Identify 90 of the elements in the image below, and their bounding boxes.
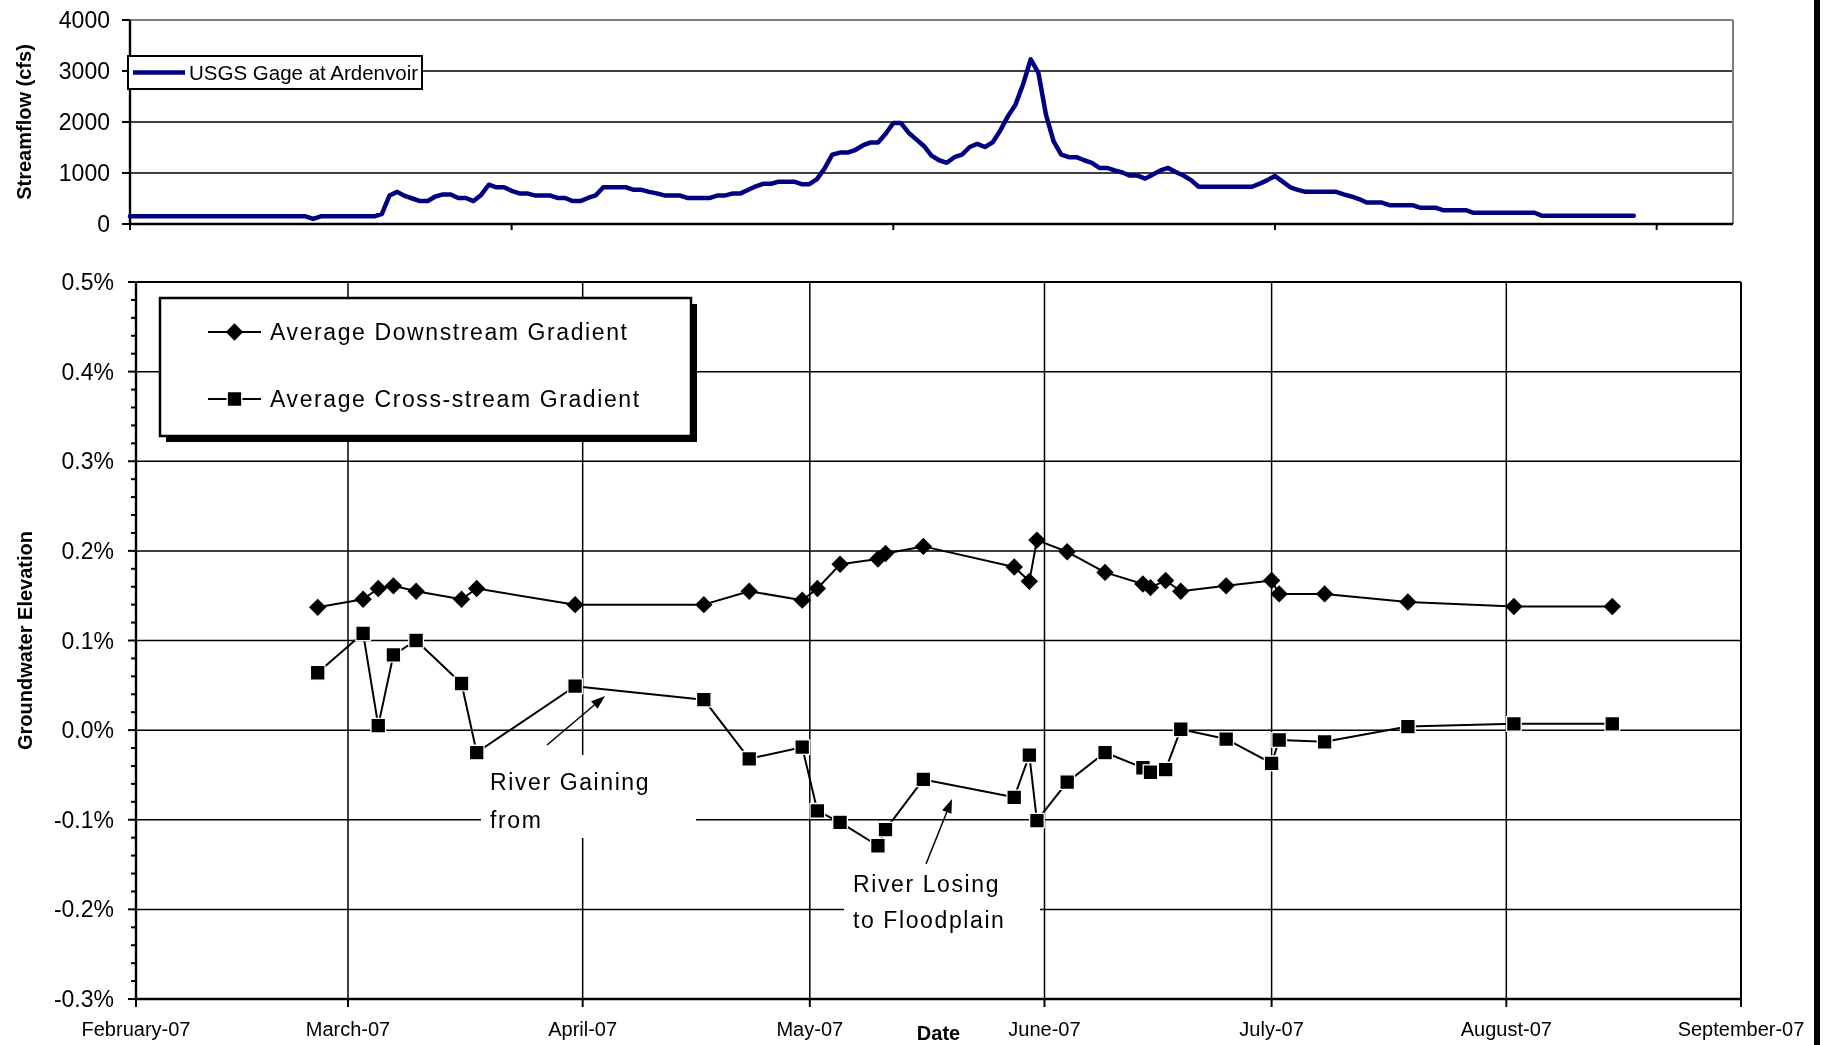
x-tick-label: June-07 bbox=[1008, 1018, 1081, 1040]
x-tick-label: February-07 bbox=[81, 1018, 191, 1040]
point bbox=[1096, 563, 1114, 582]
point bbox=[1316, 733, 1333, 750]
line-series bbox=[127, 57, 1637, 222]
point bbox=[915, 771, 932, 788]
point bbox=[1270, 585, 1288, 603]
point bbox=[1097, 744, 1114, 761]
x-tick-label: May-07 bbox=[776, 1018, 844, 1040]
point bbox=[1271, 732, 1288, 748]
point bbox=[1028, 531, 1046, 549]
point bbox=[309, 664, 326, 681]
y-tick-label: 2000 bbox=[58, 109, 110, 135]
point bbox=[566, 595, 584, 614]
point bbox=[385, 646, 402, 663]
y-tick-label: -0.3% bbox=[53, 986, 114, 1012]
point bbox=[831, 555, 849, 574]
point bbox=[467, 579, 486, 598]
point bbox=[407, 582, 425, 600]
point bbox=[914, 537, 933, 556]
point bbox=[1021, 747, 1038, 764]
y-tick-label: 0.4% bbox=[61, 358, 114, 385]
annotation: River Losing to Floodplain bbox=[853, 871, 1006, 933]
y-tick-label: -0.2% bbox=[53, 896, 114, 923]
point bbox=[1505, 597, 1523, 616]
point bbox=[808, 579, 827, 598]
point bbox=[793, 591, 811, 609]
point bbox=[1172, 721, 1189, 738]
point bbox=[1059, 774, 1076, 791]
y-tick-label: 0.2% bbox=[61, 537, 114, 564]
point bbox=[453, 675, 470, 692]
point bbox=[468, 744, 485, 761]
point bbox=[794, 739, 811, 756]
point bbox=[369, 579, 387, 598]
point bbox=[1005, 558, 1023, 576]
point bbox=[1172, 582, 1190, 600]
point bbox=[567, 678, 584, 695]
point bbox=[740, 582, 758, 600]
y-tick-label: 0 bbox=[97, 211, 110, 237]
point bbox=[1217, 577, 1235, 595]
y-tick-label: 0.0% bbox=[61, 717, 114, 744]
point bbox=[309, 598, 327, 617]
point bbox=[1399, 593, 1417, 611]
point bbox=[741, 750, 758, 767]
point bbox=[355, 625, 372, 642]
y-tick-label: 0.1% bbox=[61, 627, 114, 654]
x-tick-label: September-07 bbox=[1677, 1018, 1805, 1040]
point bbox=[1156, 571, 1175, 590]
legend-label: Average Downstream Gradient bbox=[270, 319, 629, 345]
point bbox=[1028, 812, 1045, 829]
y-tick-label: 0.3% bbox=[61, 448, 114, 475]
point bbox=[408, 632, 425, 649]
legend-label: Average Cross-stream Gradient bbox=[270, 386, 641, 412]
y-axis-title: Streamflow (cfs) bbox=[13, 44, 35, 200]
point bbox=[1020, 572, 1039, 591]
y-tick-label: 0.5% bbox=[61, 269, 114, 295]
point bbox=[1603, 597, 1621, 616]
y-tick-label: 1000 bbox=[58, 160, 110, 186]
x-tick-label: April-07 bbox=[548, 1018, 618, 1040]
point bbox=[832, 814, 849, 831]
point bbox=[695, 595, 713, 614]
point bbox=[384, 577, 403, 595]
point bbox=[1058, 543, 1076, 561]
point bbox=[354, 590, 372, 608]
point bbox=[1604, 715, 1621, 732]
y-axis-title: Groundwater Elevation bbox=[14, 531, 36, 750]
y-tick-label: 3000 bbox=[58, 58, 110, 84]
point bbox=[1218, 731, 1235, 748]
y-tick-label: 4000 bbox=[58, 7, 110, 33]
y-tick-label: -0.1% bbox=[53, 806, 114, 833]
x-tick-label: March-07 bbox=[305, 1018, 391, 1040]
point bbox=[1263, 755, 1280, 772]
point bbox=[695, 691, 712, 708]
legend-label: USGS Gage at Ardenvoir bbox=[189, 61, 419, 84]
point bbox=[370, 717, 387, 734]
point bbox=[1142, 764, 1159, 781]
point bbox=[877, 821, 894, 838]
point bbox=[1157, 761, 1174, 778]
x-axis-title: Date bbox=[916, 1022, 961, 1044]
annotation: River Gaining from bbox=[490, 769, 651, 833]
point bbox=[1315, 585, 1334, 603]
point bbox=[452, 590, 471, 608]
point bbox=[809, 802, 826, 819]
point bbox=[1006, 789, 1023, 806]
point bbox=[1262, 571, 1281, 590]
point bbox=[1505, 715, 1522, 732]
x-tick-label: August-07 bbox=[1460, 1018, 1552, 1040]
point bbox=[869, 837, 886, 854]
x-tick-label: July-07 bbox=[1239, 1018, 1304, 1040]
point bbox=[1399, 718, 1416, 735]
